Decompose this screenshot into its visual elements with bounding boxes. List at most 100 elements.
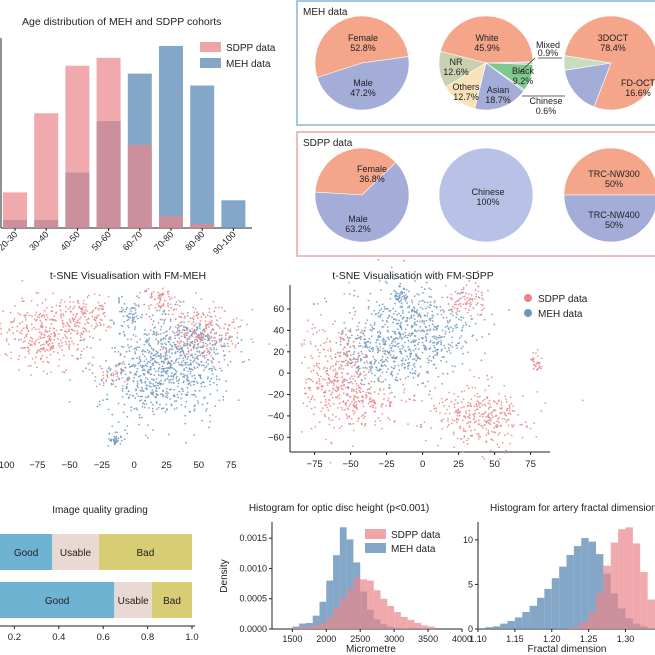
tsne-point-sdpp bbox=[22, 300, 25, 303]
tsne-point-sdpp bbox=[303, 343, 305, 345]
tsne-point-sdpp bbox=[337, 388, 340, 391]
tsne-point-sdpp bbox=[303, 392, 306, 395]
tsne-point-sdpp bbox=[55, 312, 57, 315]
tsne-point-sdpp bbox=[33, 318, 36, 321]
tsne-point-meh bbox=[145, 358, 148, 360]
tsne-point-meh bbox=[189, 370, 192, 373]
tsne-point-meh bbox=[211, 367, 213, 370]
tsne-point-meh bbox=[395, 337, 397, 339]
tsne-point-sdpp bbox=[24, 316, 27, 319]
tsne-point-sdpp bbox=[223, 358, 226, 361]
tsne-point-meh bbox=[488, 333, 490, 336]
tsne-point-sdpp bbox=[99, 321, 101, 324]
tsne-point-sdpp bbox=[372, 405, 375, 407]
tsne-point-meh bbox=[394, 318, 396, 320]
tsne-point-sdpp bbox=[102, 384, 105, 387]
tsne-point-meh bbox=[442, 372, 444, 375]
tsne-point-sdpp bbox=[312, 333, 315, 336]
tsne-point-meh bbox=[395, 297, 398, 300]
tsne-point-sdpp bbox=[471, 386, 474, 389]
tsne-point-sdpp bbox=[195, 322, 198, 325]
tsne-point-sdpp bbox=[453, 403, 456, 406]
tsne-point-sdpp bbox=[487, 416, 490, 419]
tsne-point-meh bbox=[362, 367, 364, 369]
tsne-point-meh bbox=[387, 330, 390, 333]
tsne-point-sdpp bbox=[472, 413, 475, 416]
tsne-point-sdpp bbox=[358, 336, 361, 339]
tsne-point-meh bbox=[199, 374, 202, 377]
tsne-point-meh bbox=[138, 423, 140, 426]
tsne-point-sdpp bbox=[324, 330, 326, 333]
tsne-point-sdpp bbox=[193, 311, 196, 314]
tsne-point-meh bbox=[152, 330, 155, 333]
tsne-point-sdpp bbox=[328, 418, 331, 421]
tsne-point-meh bbox=[392, 350, 395, 353]
tsne-point-sdpp bbox=[314, 425, 317, 428]
tsne-point-sdpp bbox=[468, 299, 470, 302]
tsne-point-meh bbox=[462, 352, 464, 355]
tsne-point-meh bbox=[173, 332, 176, 335]
tsne-point-sdpp bbox=[342, 368, 345, 370]
tsne-point-sdpp bbox=[228, 324, 231, 327]
tsne-point-meh bbox=[144, 399, 146, 402]
tsne-point-meh bbox=[357, 368, 360, 371]
tsne-point-sdpp bbox=[268, 343, 271, 345]
pie-slice bbox=[438, 50, 487, 88]
tsne-point-meh bbox=[395, 376, 398, 379]
tsne-point-meh bbox=[148, 407, 150, 409]
tsne-point-meh bbox=[240, 350, 243, 353]
tsne-point-sdpp bbox=[311, 327, 313, 330]
tsne-point-sdpp bbox=[350, 418, 353, 420]
tsne-point-meh bbox=[420, 336, 423, 339]
tsne-point-sdpp bbox=[535, 352, 537, 354]
tsne-point-meh bbox=[397, 322, 400, 325]
tsne-point-meh bbox=[418, 338, 420, 341]
tsne-point-sdpp bbox=[35, 352, 38, 354]
tsne-point-meh bbox=[124, 310, 126, 313]
tsne-point-sdpp bbox=[57, 338, 59, 340]
tsne-point-meh bbox=[207, 359, 210, 361]
tsne-point-sdpp bbox=[362, 400, 365, 403]
tsne-point-sdpp bbox=[224, 323, 227, 326]
tsne-point-meh bbox=[444, 347, 447, 349]
tsne-point-meh bbox=[413, 349, 415, 352]
tsne-point-meh bbox=[180, 324, 183, 327]
tsne-point-meh bbox=[336, 351, 339, 354]
tsne-point-sdpp bbox=[43, 310, 46, 312]
tsne-point-sdpp bbox=[540, 410, 543, 412]
tsne-point-sdpp bbox=[322, 348, 325, 351]
hist-xtick-label: 1.10 bbox=[469, 634, 487, 644]
tsne-point-meh bbox=[160, 374, 163, 377]
tsne-point-sdpp bbox=[41, 326, 44, 329]
tsne-point-sdpp bbox=[60, 341, 63, 344]
tsne-point-meh bbox=[185, 366, 188, 369]
tsne-point-sdpp bbox=[35, 311, 38, 314]
tsne-sdpp-ytick-label: −60 bbox=[268, 432, 284, 443]
tsne-point-meh bbox=[214, 368, 217, 371]
tsne-point-meh bbox=[170, 375, 173, 377]
tsne-point-meh bbox=[150, 393, 153, 395]
label-female: Female bbox=[348, 33, 378, 43]
tsne-point-meh bbox=[182, 373, 185, 376]
tsne-point-sdpp bbox=[10, 357, 13, 360]
tsne-point-meh bbox=[189, 410, 192, 413]
tsne-point-sdpp bbox=[324, 297, 326, 300]
tsne-point-sdpp bbox=[39, 350, 42, 353]
tsne-point-meh bbox=[153, 357, 156, 360]
tsne-point-sdpp bbox=[352, 412, 355, 415]
tsne-point-sdpp bbox=[468, 426, 471, 428]
quality-segment bbox=[0, 534, 53, 570]
age-bars bbox=[3, 45, 246, 228]
tsne-point-meh bbox=[142, 402, 144, 405]
tsne-point-sdpp bbox=[92, 309, 95, 312]
tsne-point-sdpp bbox=[212, 300, 215, 303]
tsne-point-meh bbox=[375, 341, 377, 344]
tsne-point-meh bbox=[223, 354, 226, 357]
tsne-point-meh bbox=[424, 288, 426, 290]
tsne-point-meh bbox=[159, 333, 162, 335]
hist-xtick-label: 4000 bbox=[452, 634, 472, 644]
tsne-point-sdpp bbox=[333, 427, 335, 429]
tsne-point-sdpp bbox=[457, 395, 459, 398]
tsne-point-sdpp bbox=[68, 340, 70, 343]
tsne-point-meh bbox=[371, 366, 374, 369]
